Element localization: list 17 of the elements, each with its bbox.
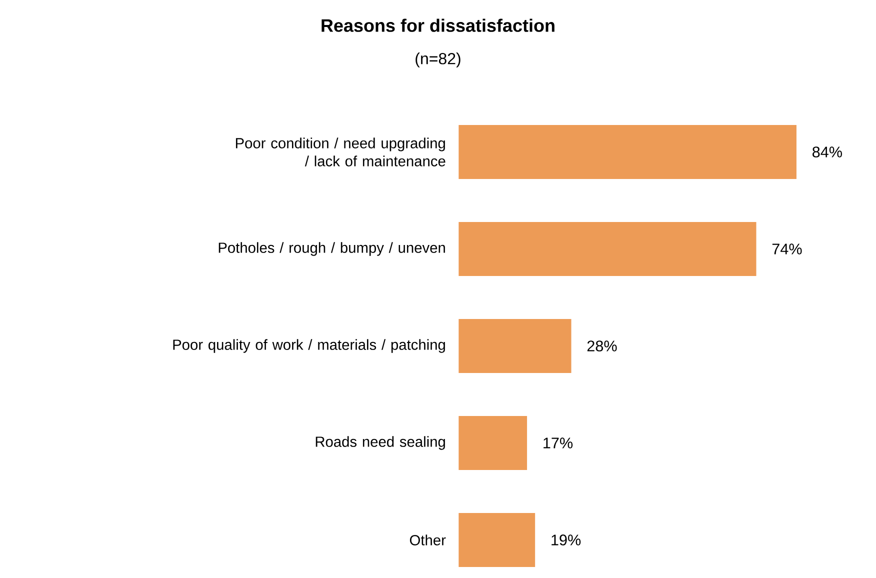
bar [458, 318, 572, 373]
bar [458, 512, 536, 567]
y-tick-label: Other [410, 534, 446, 546]
data-label: 19% [552, 534, 581, 546]
chart-title: Reasons for dissatisfaction [322, 18, 554, 32]
bar [458, 416, 528, 470]
y-tick-label: Poor quality of work / materials / patching [173, 339, 445, 353]
data-label: 84% [812, 146, 842, 158]
chart-subtitle: (n=82) [416, 52, 460, 68]
y-tick-label: Roads need sealing [316, 436, 445, 450]
y-tick-label: Poor condition / need upgrading / lack of maintenance [236, 138, 446, 166]
data-label: 74% [772, 244, 802, 254]
data-label: 17% [544, 438, 573, 448]
bar [458, 125, 796, 179]
bar [458, 222, 756, 276]
data-label: 28% [587, 340, 617, 352]
y-tick-label: Potholes / rough / bumpy / uneven [218, 242, 445, 256]
